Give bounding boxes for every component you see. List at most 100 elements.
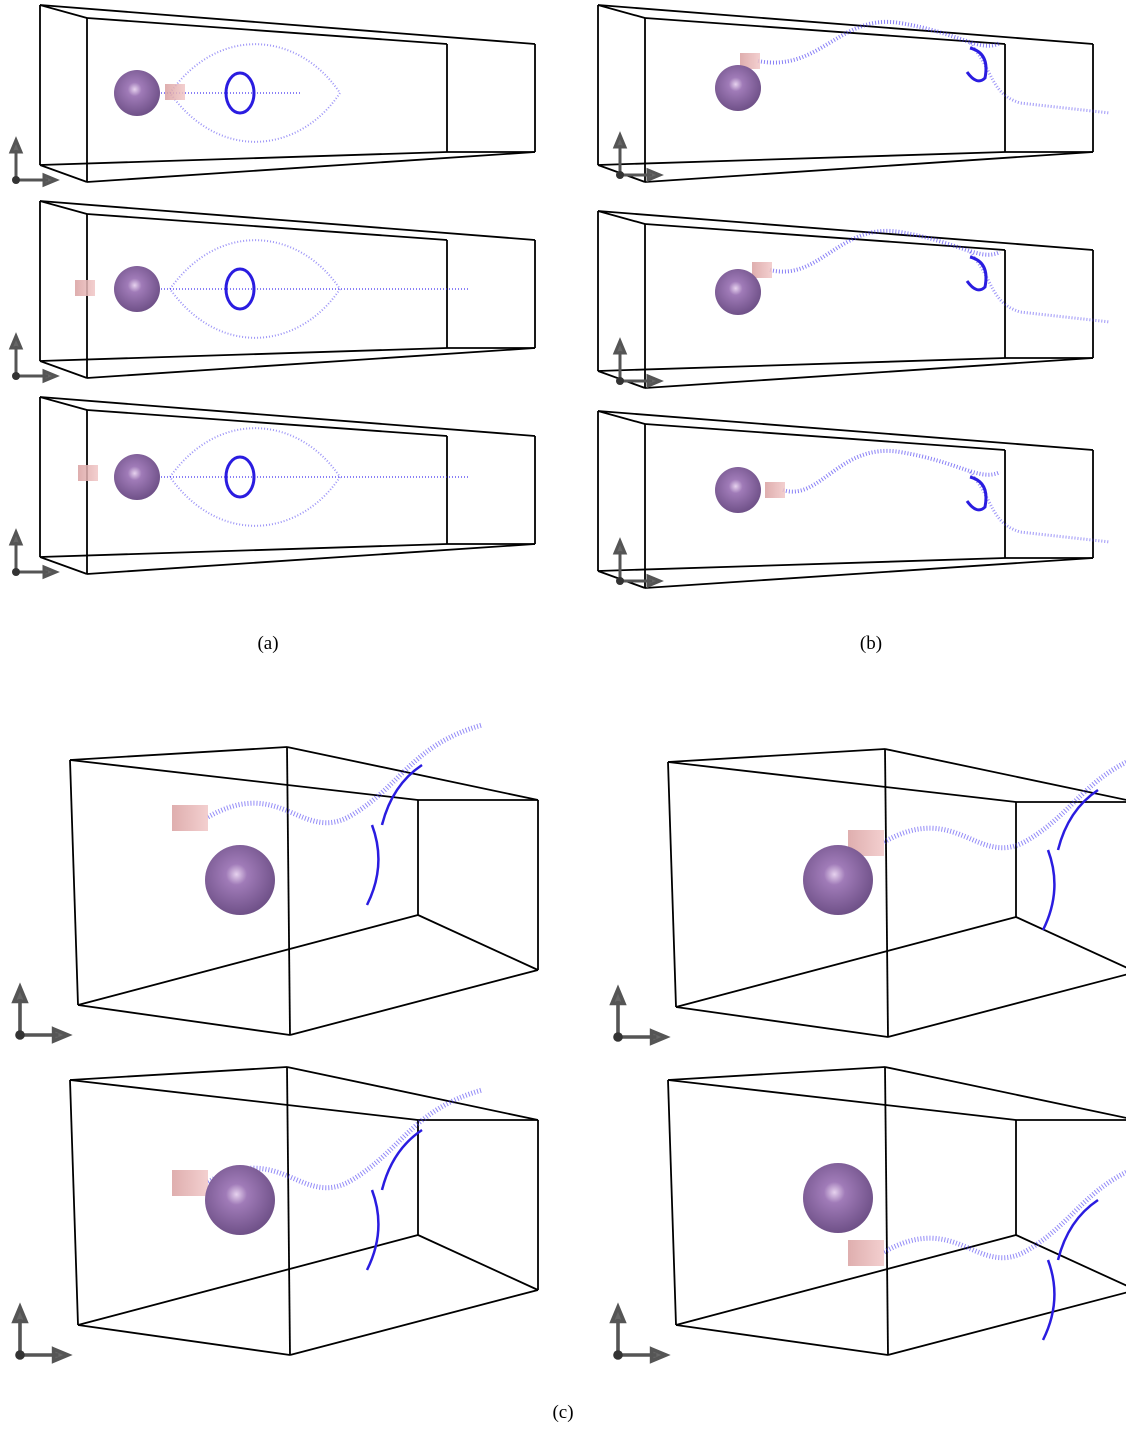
sphere	[803, 845, 873, 915]
box-edge	[1016, 917, 1126, 972]
panel-c	[612, 1067, 1126, 1361]
box-edge	[888, 972, 1126, 1037]
box-edge	[70, 1080, 418, 1120]
box-edge	[290, 1290, 538, 1355]
sphere	[205, 845, 275, 915]
particle-cloud	[970, 43, 1110, 113]
sphere	[715, 269, 761, 315]
vortex	[367, 1130, 422, 1270]
box-edge	[40, 152, 447, 165]
seed-source	[75, 280, 95, 296]
particle-cloud	[884, 750, 1126, 848]
axis-origin	[613, 1032, 623, 1042]
panel-a	[11, 397, 535, 577]
box-edge	[668, 1080, 676, 1325]
box-edge	[87, 214, 447, 240]
box-edge	[676, 1235, 1016, 1325]
sphere	[715, 65, 761, 111]
box-edge	[598, 211, 1093, 250]
vortex	[1043, 790, 1098, 930]
box-edge	[418, 915, 538, 970]
box-edge	[40, 348, 447, 361]
particle-cloud	[770, 231, 1000, 272]
particle-cloud	[783, 451, 1000, 492]
caption-c: (c)	[552, 1402, 573, 1423]
caption-b: (b)	[860, 633, 882, 654]
box-edge	[598, 5, 1093, 44]
box-edge	[668, 1080, 1016, 1120]
box-edge	[40, 544, 447, 557]
sphere	[205, 1165, 275, 1235]
box-edge	[1016, 1235, 1126, 1290]
seed-source	[848, 1240, 884, 1266]
sphere	[803, 1163, 873, 1233]
panel-b	[598, 211, 1110, 388]
box-edge	[645, 424, 1005, 450]
particle-cloud	[970, 252, 1110, 322]
axis-origin	[616, 377, 624, 385]
box-edge	[668, 762, 676, 1007]
box-edge	[70, 1067, 287, 1080]
seed-source	[765, 482, 785, 498]
vortex	[967, 48, 986, 81]
box-edge	[287, 1067, 538, 1120]
box-edge	[598, 152, 1005, 165]
box-edge	[78, 1005, 290, 1035]
box-edge	[78, 1235, 418, 1325]
box-edge	[668, 762, 1016, 802]
axis-origin	[15, 1350, 25, 1360]
vortex	[367, 765, 422, 905]
sphere	[114, 454, 160, 500]
box-edge	[888, 1290, 1126, 1355]
box-edge	[885, 1067, 1126, 1120]
box-edge	[885, 1067, 888, 1355]
panel-c	[612, 749, 1126, 1043]
axis-origin	[616, 577, 624, 585]
box-edge	[885, 749, 1126, 802]
box-edge	[287, 1067, 290, 1355]
panel-a	[11, 201, 535, 381]
axis-origin	[613, 1350, 623, 1360]
panel-b	[598, 411, 1110, 588]
box-edge	[668, 749, 885, 762]
vortex	[967, 477, 986, 510]
vortex	[967, 257, 986, 290]
box-edge	[287, 747, 290, 1035]
box-edge	[40, 397, 535, 436]
box-edge	[87, 18, 447, 44]
box-edge	[676, 1007, 888, 1037]
particle-cloud	[884, 1160, 1126, 1258]
axis-origin	[12, 176, 20, 184]
box-edge	[70, 760, 78, 1005]
box-edge	[70, 1080, 78, 1325]
axis-origin	[12, 568, 20, 576]
sphere	[114, 266, 160, 312]
panel-c	[14, 1067, 538, 1361]
box-edge	[645, 18, 1005, 44]
box-edge	[598, 558, 1005, 571]
box-edge	[78, 1325, 290, 1355]
box-edge	[668, 1067, 885, 1080]
panel-c	[14, 725, 538, 1041]
caption-a: (a)	[257, 633, 278, 654]
box-edge	[418, 1235, 538, 1290]
panel-a	[11, 5, 535, 185]
vortex	[1043, 1200, 1098, 1340]
box-edge	[885, 749, 888, 1037]
box-edge	[40, 201, 535, 240]
sphere	[715, 467, 761, 513]
box-edge	[40, 5, 535, 44]
box-edge	[676, 1325, 888, 1355]
box-edge	[87, 410, 447, 436]
box-edge	[290, 970, 538, 1035]
particle-cloud	[208, 725, 482, 823]
box-edge	[78, 915, 418, 1005]
axis-origin	[616, 171, 624, 179]
box-edge	[70, 747, 287, 760]
seed-source	[752, 262, 772, 278]
box-edge	[598, 411, 1093, 450]
box-edge	[70, 760, 418, 800]
axis-origin	[12, 372, 20, 380]
seed-source	[165, 84, 185, 100]
figure: (a) (b) (c)	[0, 0, 1126, 1441]
